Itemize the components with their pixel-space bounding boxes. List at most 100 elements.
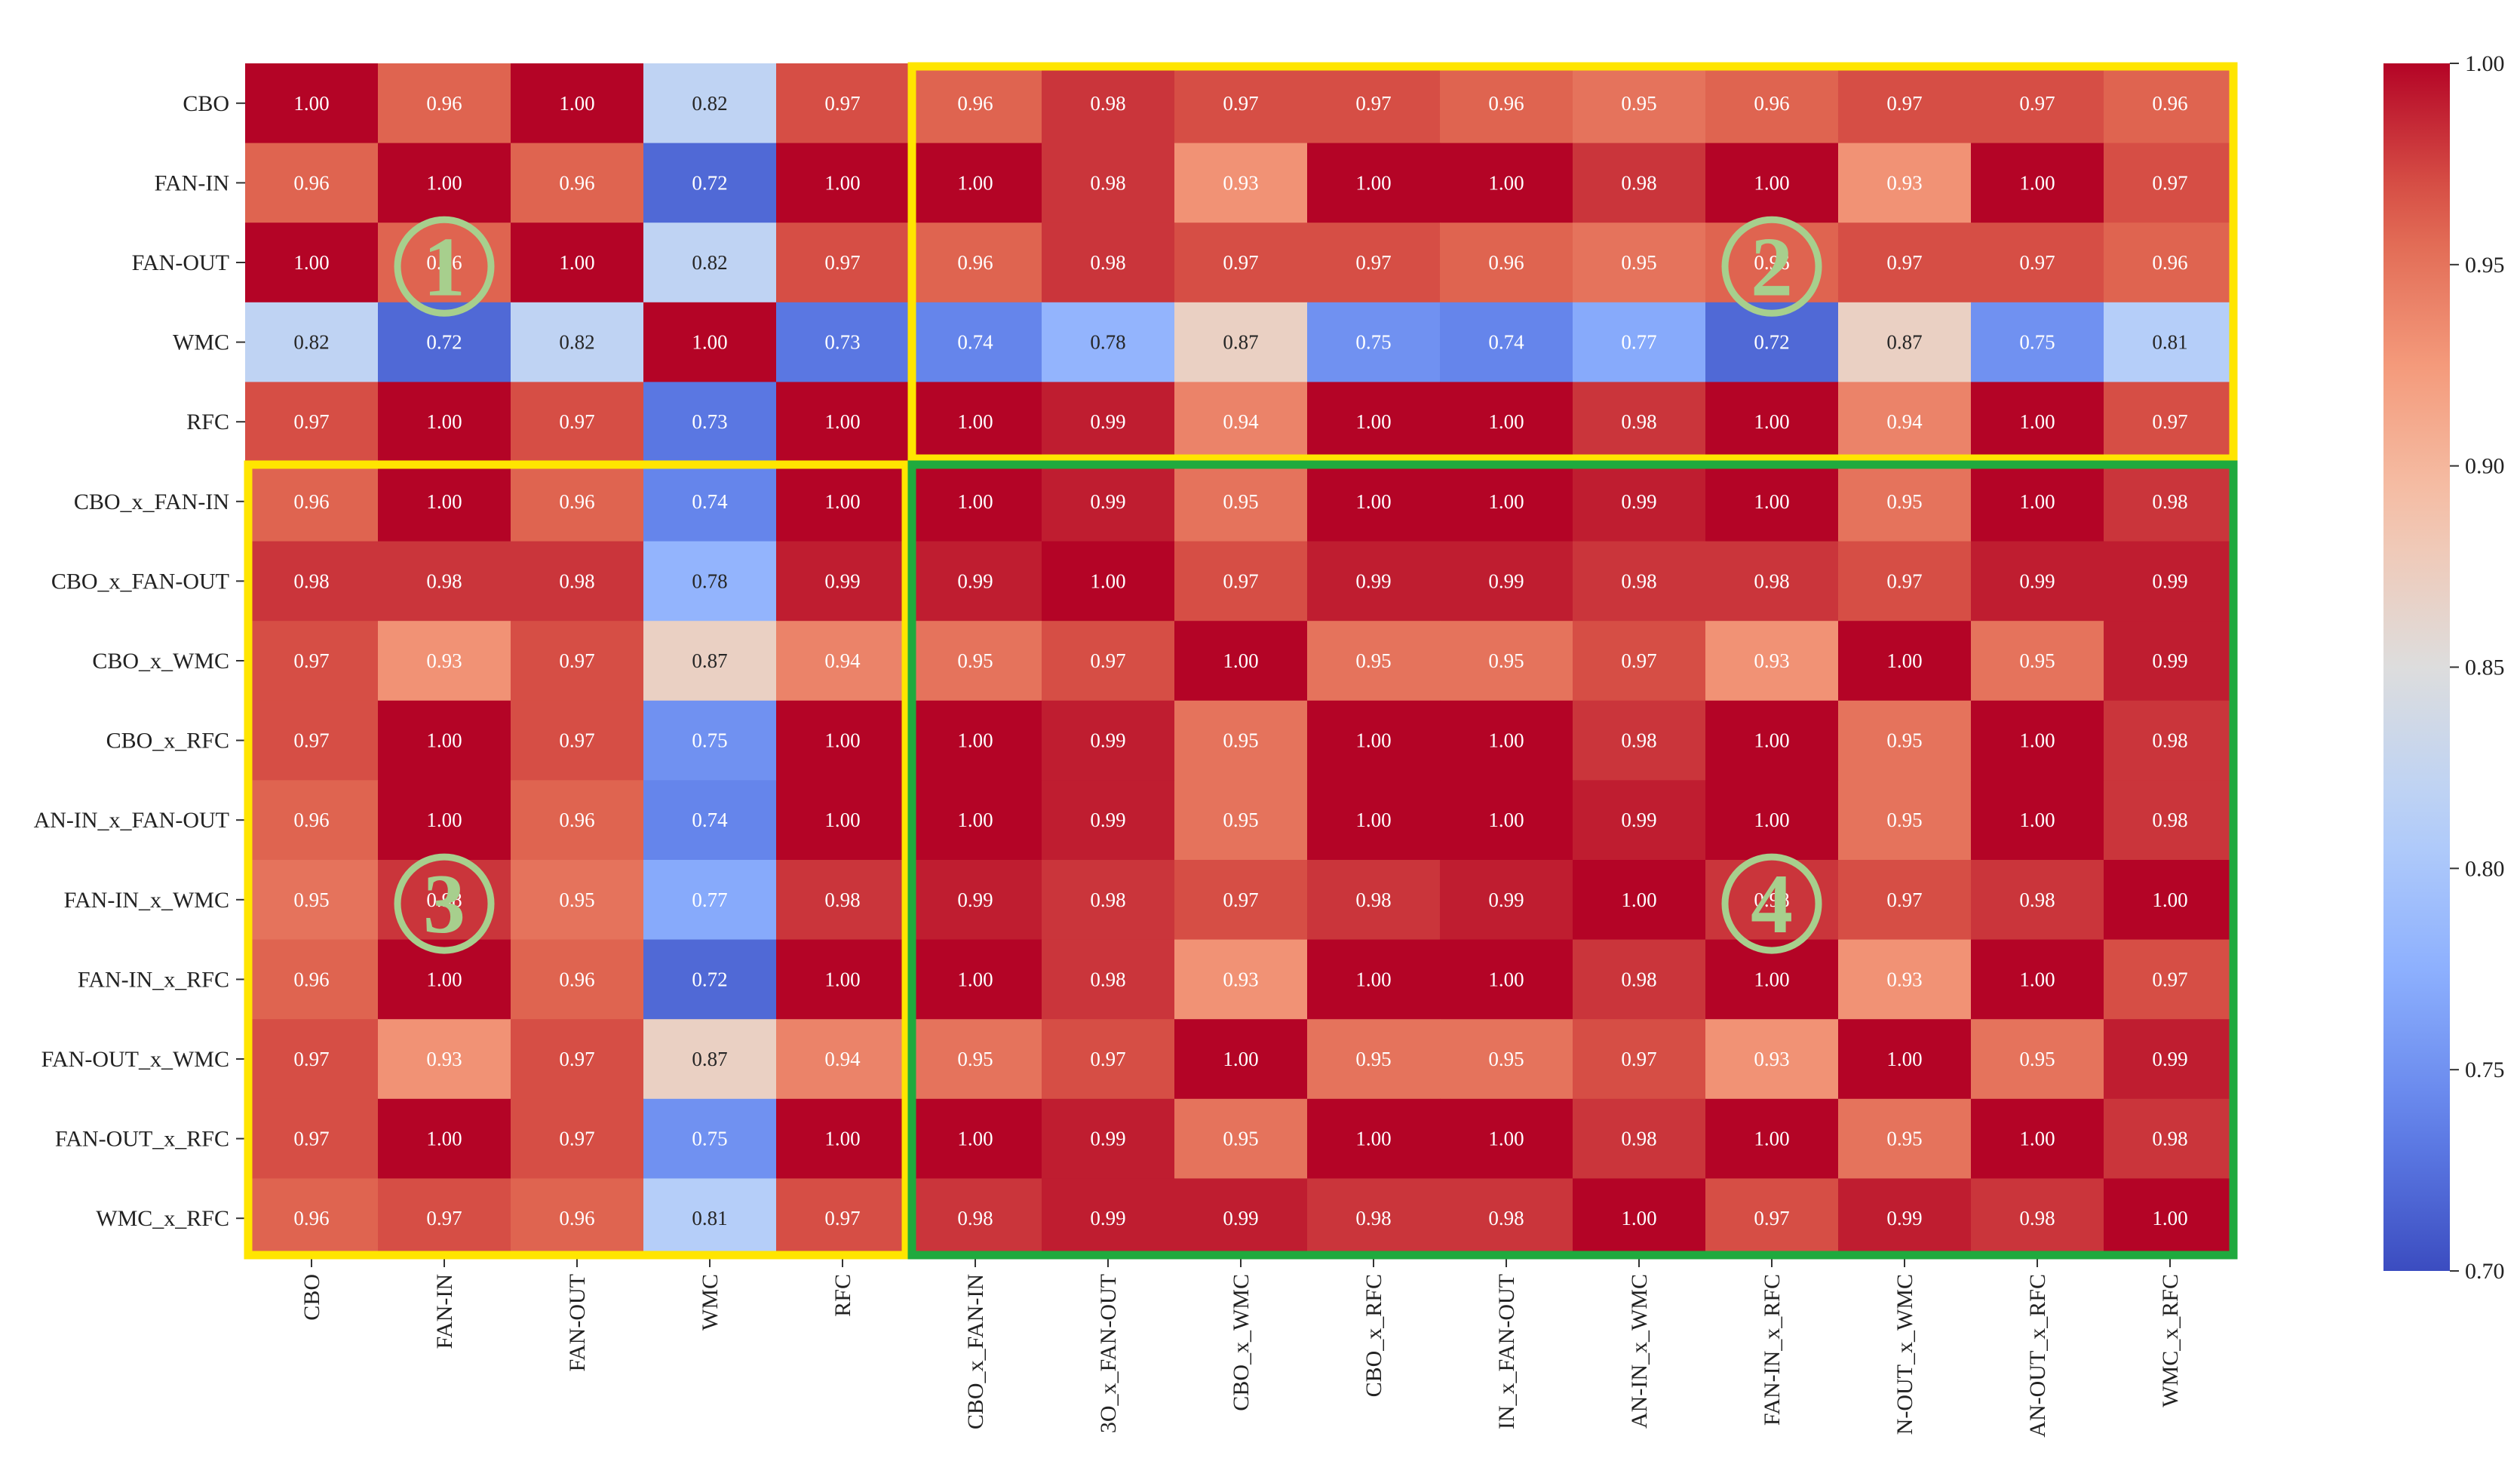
column-label: CBO_x_FAN-IN [963, 1274, 988, 1429]
cell-value-label: 0.95 [1223, 729, 1258, 752]
heatmap-cell [2104, 700, 2237, 781]
heatmap-cell [1573, 1178, 1706, 1259]
heatmap-cell [776, 223, 910, 303]
heatmap-cell [1042, 462, 1175, 542]
cell-value-label: 0.95 [1621, 92, 1656, 115]
heatmap-cell [511, 621, 644, 701]
region-box [907, 62, 2238, 463]
cell-value-label: 0.98 [1621, 968, 1656, 990]
cell-value-label: 0.97 [293, 729, 329, 752]
heatmap-cell [1838, 462, 1972, 542]
heatmap-cell [1174, 939, 1308, 1020]
cell-value-label: 0.96 [1488, 92, 1524, 115]
cell-value-label: 0.95 [1488, 649, 1524, 672]
cell-value-label: 1.00 [1355, 410, 1391, 433]
cell-value-label: 0.75 [1355, 331, 1391, 354]
cell-value-label: 0.99 [2019, 569, 2055, 592]
heatmap-cell [643, 780, 777, 861]
heatmap-cell [1838, 1019, 1972, 1100]
cell-value-label: 0.94 [824, 1048, 861, 1070]
heatmap-cell [1838, 621, 1972, 701]
heatmap-cell [511, 700, 644, 781]
heatmap-cell [1705, 143, 1839, 223]
heatmap-cell [776, 541, 910, 622]
cell-value-label: 0.97 [2019, 251, 2055, 274]
colorbar-gradient [2383, 63, 2450, 1271]
heatmap-cell [1838, 63, 1972, 144]
cell-value-label: 0.97 [2019, 92, 2055, 115]
cell-value-label: 0.98 [2152, 729, 2187, 752]
heatmap-cell [1174, 63, 1308, 144]
cell-value-label: 0.96 [2152, 251, 2187, 274]
cell-value-label: 0.95 [957, 649, 993, 672]
cell-value-label: 1.00 [824, 1128, 860, 1150]
column-label: CBO_x_WMC [1229, 1274, 1254, 1411]
colorbar-tick-label: 0.80 [2465, 856, 2505, 881]
cell-value-label: 1.00 [2152, 1207, 2187, 1229]
cell-value-label: 1.00 [2019, 729, 2055, 752]
region-marker-label: 4 [1751, 858, 1793, 951]
heatmap-cell [1042, 700, 1175, 781]
cell-value-label: 1.00 [1488, 410, 1524, 433]
heatmap-cell [1440, 1019, 1573, 1100]
cell-value-label: 0.81 [692, 1207, 727, 1229]
column-label: N-OUT_x_WMC [1892, 1274, 1917, 1435]
cell-value-label: 0.96 [293, 1207, 329, 1229]
heatmap-cell [909, 621, 1042, 701]
heatmap-cell [1573, 939, 1706, 1020]
cell-value-label: 0.93 [1223, 171, 1258, 194]
heatmap-cell [1307, 143, 1441, 223]
cell-value-label: 1.00 [824, 490, 860, 513]
cell-value-label: 1.00 [1886, 1048, 1922, 1070]
colorbar: 0.70 0.75 0.80 0.85 0.90 0.95 1.00 [2383, 51, 2505, 1284]
heatmap-cell [511, 860, 644, 941]
heatmap-cell [1971, 302, 2104, 382]
heatmap-cell [1174, 1178, 1308, 1259]
cell-value-label: 0.97 [824, 92, 860, 115]
cell-value-label: 0.98 [1621, 1128, 1656, 1150]
cell-value-label: 0.98 [1621, 729, 1656, 752]
heatmap-cell [909, 382, 1042, 462]
heatmap-cell [1573, 382, 1706, 462]
cell-value-label: 0.98 [1754, 889, 1789, 911]
cell-value-label: 1.00 [2019, 1128, 2055, 1150]
cell-value-label: 1.00 [1754, 490, 1789, 513]
cell-value-label: 1.00 [1355, 729, 1391, 752]
row-label: FAN-OUT_x_RFC [55, 1127, 229, 1152]
cell-value-label: 1.00 [957, 729, 993, 752]
heatmap-cell [1440, 541, 1573, 622]
heatmap-cell [1440, 63, 1573, 144]
cell-value-label: 1.00 [824, 968, 860, 990]
cell-value-label: 0.82 [692, 251, 727, 274]
cell-value-label: 0.97 [559, 729, 594, 752]
cell-value-label: 0.97 [559, 410, 594, 433]
heatmap-cell [511, 302, 644, 382]
cell-value-label: 0.97 [293, 410, 329, 433]
heatmap-cell [1174, 860, 1308, 941]
cell-value-label: 0.97 [1090, 649, 1125, 672]
cell-value-label: 0.82 [559, 331, 594, 354]
heatmap-cell [1042, 302, 1175, 382]
heatmap-cell [1705, 621, 1839, 701]
cell-value-label: 0.98 [824, 889, 860, 911]
cell-value-label: 1.00 [559, 92, 594, 115]
heatmap-cell [245, 1178, 379, 1259]
column-label: CBO_x_RFC [1361, 1274, 1386, 1397]
cell-value-label: 0.75 [692, 1128, 727, 1150]
heatmap-cell [776, 860, 910, 941]
cell-value-label: 0.98 [2019, 1207, 2055, 1229]
cell-value-label: 0.94 [824, 649, 861, 672]
heatmap-cell [511, 939, 644, 1020]
heatmap-cell [2104, 1098, 2237, 1179]
cell-value-label: 0.75 [692, 729, 727, 752]
heatmap-cell [1705, 780, 1839, 861]
region-box [244, 460, 910, 1260]
cell-value-label: 1.00 [1488, 968, 1524, 990]
heatmap-cell [909, 1178, 1042, 1259]
heatmap-cell [1042, 1098, 1175, 1179]
cell-value-label: 0.95 [2019, 649, 2055, 672]
heatmap-cell [1042, 939, 1175, 1020]
cell-value-label: 0.98 [1355, 1207, 1391, 1229]
heatmap-cell [1705, 1019, 1839, 1100]
heatmap-cell [1174, 621, 1308, 701]
